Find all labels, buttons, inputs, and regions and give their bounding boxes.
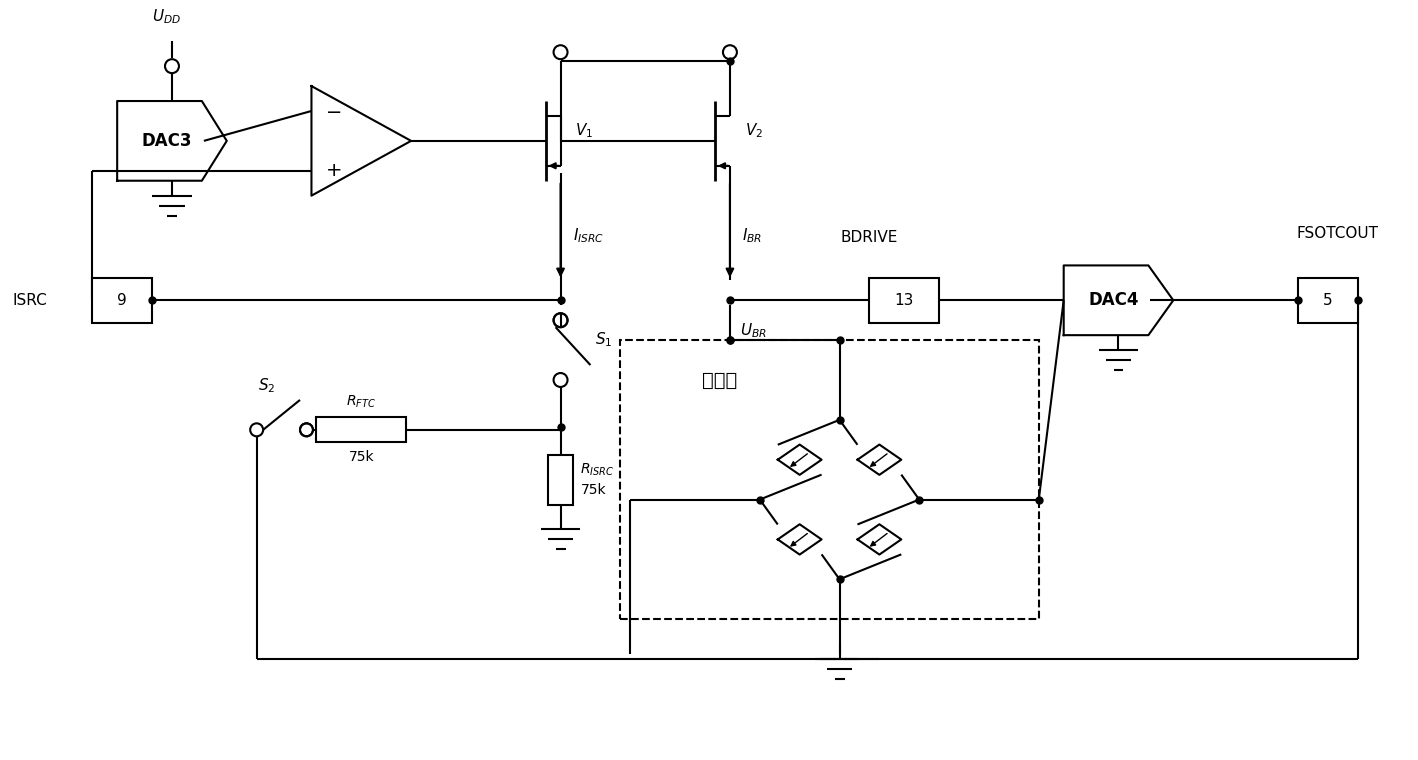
Text: $I_{ISRC}$: $I_{ISRC}$ <box>573 226 604 245</box>
Text: BDRIVE: BDRIVE <box>841 230 898 245</box>
Text: 5: 5 <box>1323 293 1333 308</box>
Text: 13: 13 <box>895 293 915 308</box>
Text: $S_2$: $S_2$ <box>258 376 275 395</box>
Text: 75k: 75k <box>580 483 605 496</box>
Text: 9: 9 <box>118 293 128 308</box>
Bar <box>316 417 406 442</box>
Text: $+$: $+$ <box>325 161 342 180</box>
Text: $-$: $-$ <box>325 102 342 121</box>
Text: ISRC: ISRC <box>13 293 47 308</box>
Text: $V_2$: $V_2$ <box>744 122 763 141</box>
Bar <box>549 454 573 505</box>
Text: $U_{BR}$: $U_{BR}$ <box>740 321 767 340</box>
Bar <box>620 340 1039 619</box>
Text: 75k: 75k <box>349 450 374 464</box>
Bar <box>1297 278 1357 323</box>
Text: $V_1$: $V_1$ <box>576 122 594 141</box>
Text: $S_1$: $S_1$ <box>596 331 613 350</box>
Polygon shape <box>312 86 411 195</box>
Text: $U_{DD}$: $U_{DD}$ <box>153 8 182 27</box>
Text: $R_{ISRC}$: $R_{ISRC}$ <box>580 461 614 478</box>
Text: $I_{BR}$: $I_{BR}$ <box>742 226 761 245</box>
Text: $R_{FTC}$: $R_{FTC}$ <box>346 394 376 410</box>
Text: FSOTCOUT: FSOTCOUT <box>1296 226 1378 240</box>
Polygon shape <box>118 101 227 181</box>
Text: DAC4: DAC4 <box>1088 291 1139 309</box>
Bar <box>869 278 939 323</box>
Text: 传感器: 传感器 <box>702 371 737 389</box>
Polygon shape <box>1064 265 1173 335</box>
Bar <box>92 278 152 323</box>
Text: DAC3: DAC3 <box>142 132 193 150</box>
